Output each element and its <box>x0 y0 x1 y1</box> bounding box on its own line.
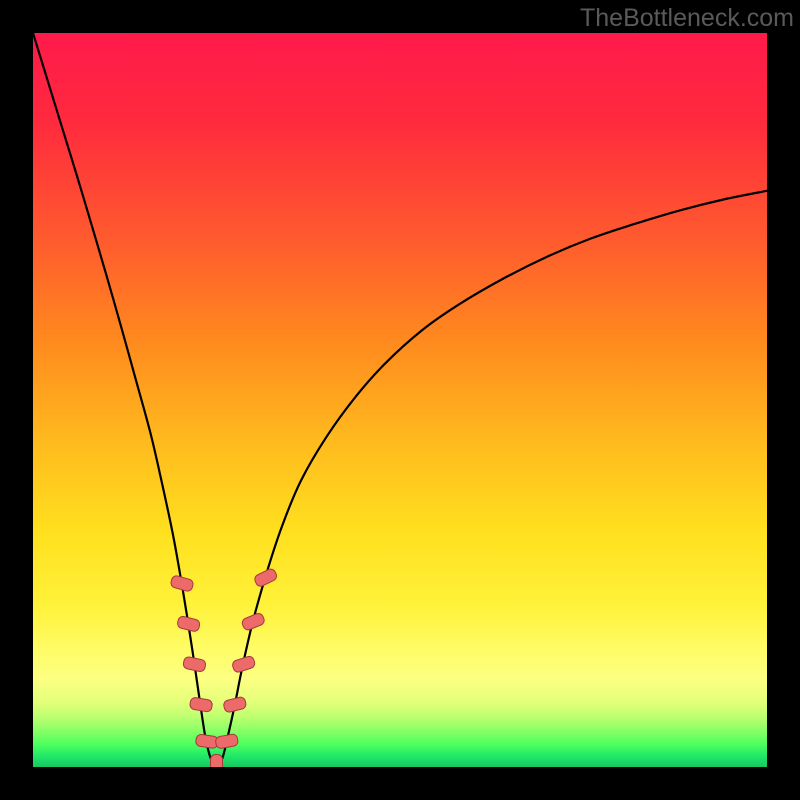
watermark-text: TheBottleneck.com <box>580 4 794 33</box>
plot-area <box>33 33 767 767</box>
marker-pill <box>223 696 247 713</box>
curve-layer <box>33 33 767 767</box>
chart-frame <box>30 30 770 770</box>
marker-pill <box>189 697 213 713</box>
chart-canvas: TheBottleneck.com <box>0 0 800 800</box>
marker-pill <box>182 656 206 672</box>
marker-pill <box>211 755 223 767</box>
curve-right-branch <box>217 191 768 767</box>
marker-pill <box>231 655 256 673</box>
marker-pill <box>215 733 239 749</box>
marker-pill <box>170 575 194 593</box>
marker-pill <box>195 734 218 749</box>
marker-pill <box>176 615 200 632</box>
marker-group <box>170 567 278 767</box>
marker-pill <box>241 612 266 631</box>
marker-pill <box>253 567 278 587</box>
